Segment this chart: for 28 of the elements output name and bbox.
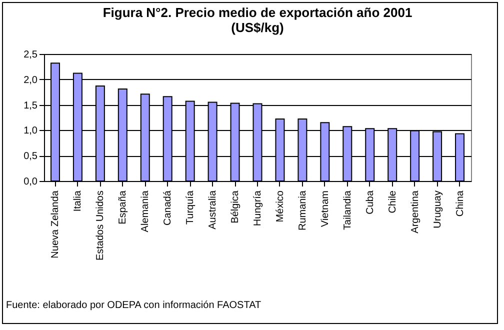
x-tick-label: México [274,190,286,222]
x-tick-label: Uruguay [432,190,444,228]
y-tick-label: 1,0 [24,126,38,137]
x-tick-label: Estados Unidos [95,190,106,261]
x-tick-label: Tailandia [342,190,354,230]
x-tick-label: Chile [387,190,398,214]
x-tick-label: España [118,190,129,224]
x-tick-label: Cuba [364,190,376,214]
source-note: Fuente: elaborado por ODEPA con información FAOSTAT [6,300,262,311]
x-tick-label: Australia [208,190,219,230]
x-tick-label: Alemania [140,190,152,232]
x-tick-label: Italia [72,190,84,212]
y-tick-label: 2,5 [24,50,38,60]
x-tick-label: Canadá [162,190,174,226]
x-tick-label: Nueva Zelanda [50,190,62,258]
text: Figura N°2. Precio medio de exportación año 2001 [102,5,412,20]
x-tick-label: China [454,190,466,217]
x-tick-label: Bélgica [230,190,242,224]
x-tick-label: Rumania [297,190,308,231]
y-tick-label: 2,0 [24,74,38,86]
text: (US$/kg) [231,20,284,35]
x-tick-label: Vietnam [320,190,331,228]
y-tick-label: 1,5 [24,100,38,112]
y-tick-label: 0,0 [24,176,38,188]
x-tick-label: Turquía [185,190,196,225]
y-tick-label: 0,5 [24,151,38,162]
x-tick-label: Hungría [252,190,264,226]
x-tick-label: Argentina [410,190,421,234]
